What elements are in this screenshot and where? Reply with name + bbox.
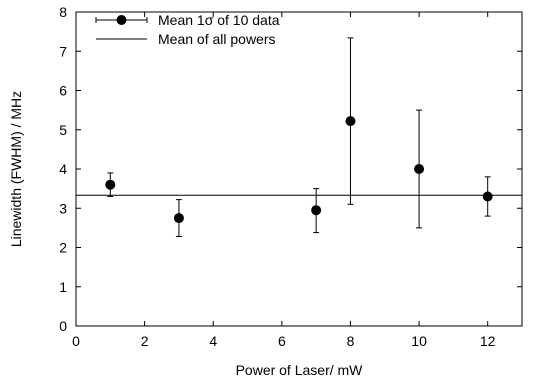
data-point <box>345 116 356 127</box>
legend-entry-mean-all-powers: Mean of all powers <box>158 31 276 47</box>
y-tick-label: 2 <box>59 240 67 256</box>
y-tick-label: 4 <box>59 161 67 177</box>
x-tick-label: 6 <box>278 333 286 349</box>
y-tick-label: 8 <box>59 4 67 20</box>
data-marks <box>76 37 522 238</box>
legend-entry-mean-1sigma: Mean 1σ of 10 data <box>158 12 280 28</box>
data-point <box>105 179 116 190</box>
x-tick-label: 8 <box>347 333 355 349</box>
x-tick-label: 10 <box>411 333 427 349</box>
y-tick-label: 5 <box>59 122 67 138</box>
data-point <box>414 164 425 174</box>
y-tick-label: 6 <box>59 83 67 99</box>
x-tick-label: 12 <box>480 333 496 349</box>
legend: Mean 1σ of 10 data Mean of all powers <box>95 12 280 47</box>
x-tick-label: 4 <box>209 333 217 349</box>
data-point <box>173 213 184 224</box>
y-tick-label: 1 <box>59 279 67 295</box>
legend-point-symbol <box>116 15 127 25</box>
x-tick-label: 2 <box>141 333 149 349</box>
plot-frame <box>75 11 523 327</box>
y-axis-label: Linewidth (FWHM) / MHz <box>8 91 24 247</box>
x-axis-label: Power of Laser/ mW <box>236 362 364 378</box>
x-tick-label: 0 <box>72 333 80 349</box>
data-point <box>482 191 493 202</box>
y-tick-label: 7 <box>59 43 67 59</box>
y-tick-label: 3 <box>59 200 67 216</box>
data-point <box>311 205 322 216</box>
y-tick-label: 0 <box>59 318 67 334</box>
